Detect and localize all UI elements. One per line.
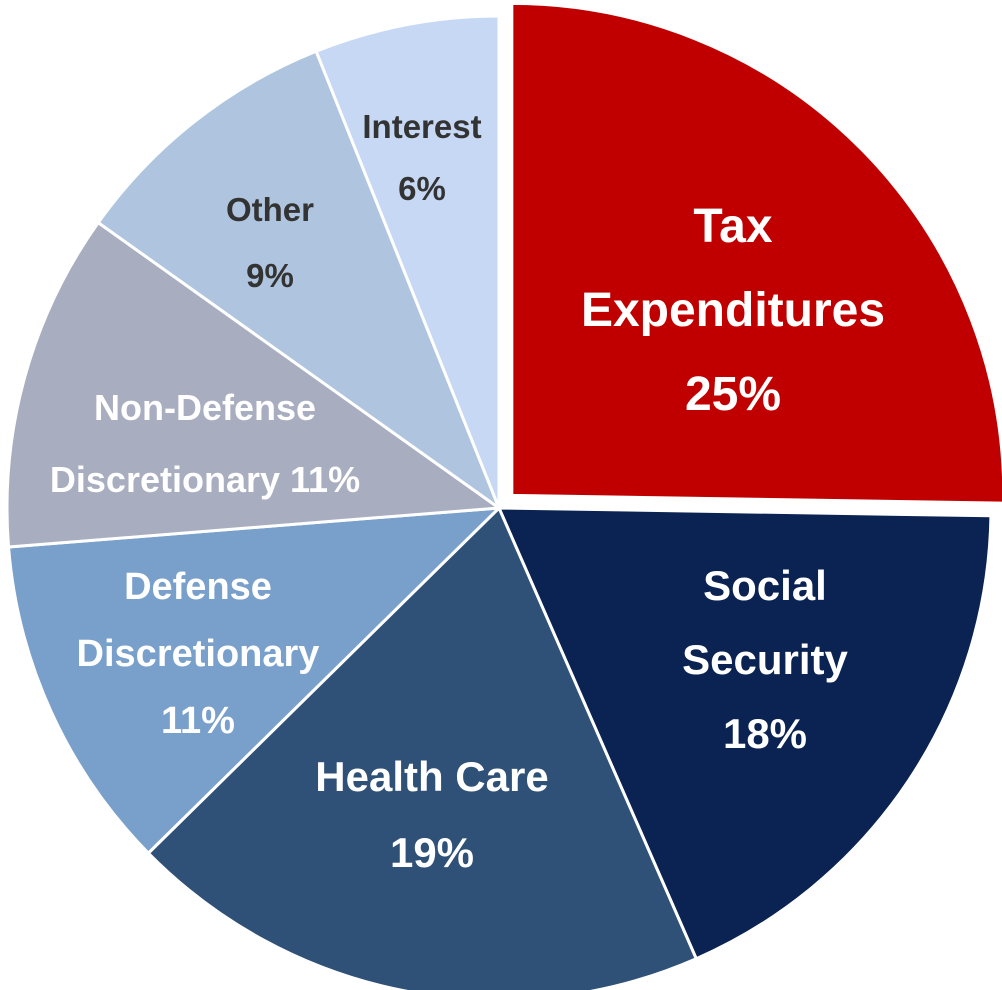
pie-slice-other	[96, 49, 501, 510]
pie-label-line: 11%	[161, 700, 235, 742]
pie-slice-defense-discretionary	[7, 506, 501, 855]
pie-label-other: Other 9%	[226, 191, 314, 294]
pie-label-line: 9%	[246, 257, 294, 294]
pie-slice-health-care	[146, 506, 698, 990]
pie-label-tax-expenditures: Tax Expenditures 25%	[581, 200, 885, 421]
pie-slice-interest	[314, 14, 501, 510]
pie-slice-tax-expenditures	[510, 1, 1002, 505]
pie-label-line: Interest	[362, 108, 481, 145]
pie-label-interest: Interest 6%	[362, 108, 481, 207]
pie-label-line: Defense	[124, 566, 272, 608]
pie-label-line: Social	[703, 562, 827, 609]
pie-label-line: Expenditures	[581, 284, 885, 337]
pie-label-line: 18%	[723, 710, 807, 757]
pie-label-non-defense-discretionary: Non-Defense Discretionary 11%	[50, 387, 360, 500]
pie-slice-social-security	[497, 506, 993, 961]
pie-label-social-security: Social Security 18%	[682, 562, 848, 757]
pie-label-line: Security	[682, 636, 848, 683]
pie-labels: Tax Expenditures 25% Social Security 18% Healt…	[50, 108, 885, 876]
pie-label-defense-discretionary: Defense Discretionary 11%	[77, 566, 320, 742]
pie-slice-non-defense-discretionary	[5, 221, 501, 549]
pie-label-line: Other	[226, 191, 314, 228]
pie-label-line: Non-Defense	[94, 387, 316, 428]
pie-label-line: 19%	[390, 829, 474, 876]
pie-label-line: Tax	[693, 200, 772, 253]
pie-label-line: 25%	[685, 368, 781, 421]
pie-label-health-care: Health Care 19%	[315, 753, 548, 876]
pie-label-line: Discretionary	[77, 633, 320, 675]
pie-label-line: Discretionary 11%	[50, 459, 360, 500]
pie-label-line: 6%	[398, 170, 446, 207]
pie-label-line: Health Care	[315, 753, 548, 800]
pie-slices	[5, 1, 1002, 990]
